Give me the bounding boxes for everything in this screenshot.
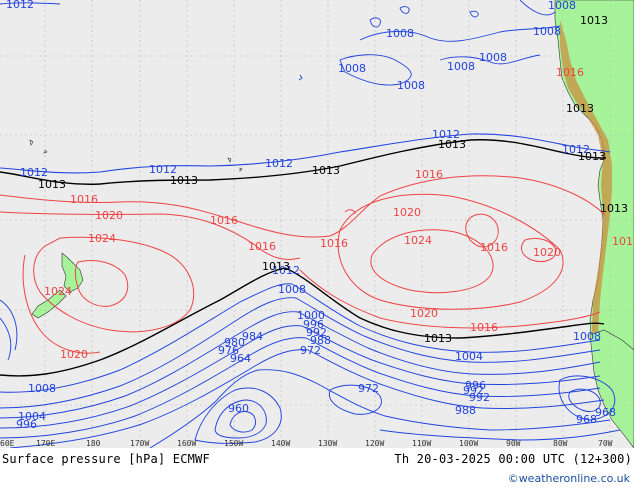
- svg-text:968: 968: [595, 406, 616, 419]
- isobar-1013-south: [0, 267, 605, 377]
- svg-text:130W: 130W: [318, 439, 337, 448]
- svg-text:1016: 1016: [556, 66, 584, 79]
- svg-text:1012: 1012: [272, 264, 300, 277]
- svg-text:1016: 1016: [210, 214, 238, 227]
- svg-text:1004: 1004: [18, 410, 46, 423]
- svg-text:1013: 1013: [600, 202, 628, 215]
- svg-text:1008: 1008: [28, 382, 56, 395]
- svg-text:996: 996: [16, 418, 37, 431]
- svg-text:1013: 1013: [578, 150, 606, 163]
- svg-text:984: 984: [242, 330, 263, 343]
- svg-text:60E: 60E: [0, 439, 15, 448]
- svg-text:972: 972: [300, 344, 321, 357]
- svg-text:110W: 110W: [412, 439, 431, 448]
- svg-text:100W: 100W: [459, 439, 478, 448]
- standard-isobar-labels: 1013 1013 1013 1013 1013 1013 1013 1013 …: [38, 14, 628, 345]
- ocean-background: [0, 0, 634, 448]
- svg-text:70W: 70W: [598, 439, 613, 448]
- svg-text:1020: 1020: [95, 209, 123, 222]
- svg-text:1020: 1020: [533, 246, 561, 259]
- svg-text:170W: 170W: [130, 439, 149, 448]
- svg-text:1012: 1012: [562, 143, 590, 156]
- svg-text:1008: 1008: [338, 62, 366, 75]
- low-pressure-isobars: [0, 283, 621, 448]
- svg-text:140W: 140W: [271, 439, 290, 448]
- svg-text:1008: 1008: [278, 283, 306, 296]
- svg-text:1016: 1016: [480, 241, 508, 254]
- svg-text:1013: 1013: [262, 260, 290, 273]
- pacific-islands: [29, 139, 243, 172]
- svg-text:1012: 1012: [265, 157, 293, 170]
- svg-text:1012: 1012: [149, 163, 177, 176]
- svg-text:1016: 1016: [70, 193, 98, 206]
- svg-text:976: 976: [218, 344, 239, 357]
- svg-text:1004: 1004: [455, 350, 483, 363]
- svg-text:150W: 150W: [224, 439, 243, 448]
- svg-text:1016: 1016: [612, 235, 634, 248]
- svg-text:1013: 1013: [170, 174, 198, 187]
- longitude-labels: 60E 170E 180 170W 160W 150W 140W 130W 12…: [0, 439, 613, 448]
- valid-time: Th 20-03-2025 00:00 UTC (12+300): [394, 452, 632, 466]
- svg-text:972: 972: [358, 382, 379, 395]
- svg-text:1020: 1020: [60, 348, 88, 361]
- svg-text:1008: 1008: [548, 0, 576, 12]
- pressure-map: 60E 170E 180 170W 160W 150W 140W 130W 12…: [0, 0, 634, 448]
- svg-text:988: 988: [310, 334, 331, 347]
- svg-text:996: 996: [303, 318, 324, 331]
- svg-text:180: 180: [86, 439, 101, 448]
- svg-text:1008: 1008: [533, 25, 561, 38]
- svg-text:1008: 1008: [386, 27, 414, 40]
- patagonia-land: [589, 329, 634, 448]
- svg-text:1016: 1016: [248, 240, 276, 253]
- svg-text:1012: 1012: [20, 166, 48, 179]
- svg-text:968: 968: [576, 413, 597, 426]
- svg-text:1008: 1008: [573, 330, 601, 343]
- svg-text:1000: 1000: [297, 309, 325, 322]
- svg-text:1013: 1013: [312, 164, 340, 177]
- svg-text:90W: 90W: [506, 439, 521, 448]
- isobar-1012: [0, 133, 611, 174]
- svg-text:1013: 1013: [38, 178, 66, 191]
- svg-text:1012: 1012: [432, 128, 460, 141]
- svg-text:988: 988: [455, 404, 476, 417]
- svg-text:1020: 1020: [393, 206, 421, 219]
- svg-text:1024: 1024: [88, 232, 116, 245]
- svg-text:1008: 1008: [479, 51, 507, 64]
- svg-text:1013: 1013: [566, 102, 594, 115]
- svg-text:996: 996: [465, 379, 486, 392]
- tropical-low-isobars: [0, 0, 561, 86]
- high-pressure-isobars: [0, 175, 606, 354]
- svg-text:1013: 1013: [580, 14, 608, 27]
- svg-text:1013: 1013: [438, 138, 466, 151]
- svg-text:964: 964: [230, 352, 251, 365]
- svg-text:992: 992: [469, 391, 490, 404]
- svg-text:1016: 1016: [470, 321, 498, 334]
- svg-text:160W: 160W: [177, 439, 196, 448]
- svg-text:992: 992: [306, 326, 327, 339]
- svg-text:1024: 1024: [44, 285, 72, 298]
- svg-text:1020: 1020: [410, 307, 438, 320]
- svg-text:80W: 80W: [553, 439, 568, 448]
- new-zealand-south-island: [31, 289, 67, 319]
- svg-text:170E: 170E: [36, 439, 55, 448]
- map-title: Surface pressure [hPa] ECMWF: [2, 452, 210, 466]
- svg-text:120W: 120W: [365, 439, 384, 448]
- low-isobar-labels: 1012 1008 1008 1008 1008 1008 1008 1008 …: [6, 0, 616, 431]
- svg-text:1016: 1016: [320, 237, 348, 250]
- svg-text:1013: 1013: [424, 332, 452, 345]
- svg-text:1016: 1016: [415, 168, 443, 181]
- svg-text:1024: 1024: [404, 234, 432, 247]
- svg-text:960: 960: [228, 402, 249, 415]
- svg-text:992: 992: [463, 384, 484, 397]
- svg-text:1008: 1008: [397, 79, 425, 92]
- svg-text:980: 980: [224, 336, 245, 349]
- high-isobar-labels: 1016 1016 1016 1016 1016 1016 1016 1016 …: [44, 66, 634, 361]
- credit-link[interactable]: ©weatheronline.co.uk: [507, 472, 630, 485]
- svg-text:1008: 1008: [447, 60, 475, 73]
- svg-text:1012: 1012: [6, 0, 34, 11]
- andes-mountains: [560, 20, 612, 362]
- isobar-1013-north: [0, 139, 607, 185]
